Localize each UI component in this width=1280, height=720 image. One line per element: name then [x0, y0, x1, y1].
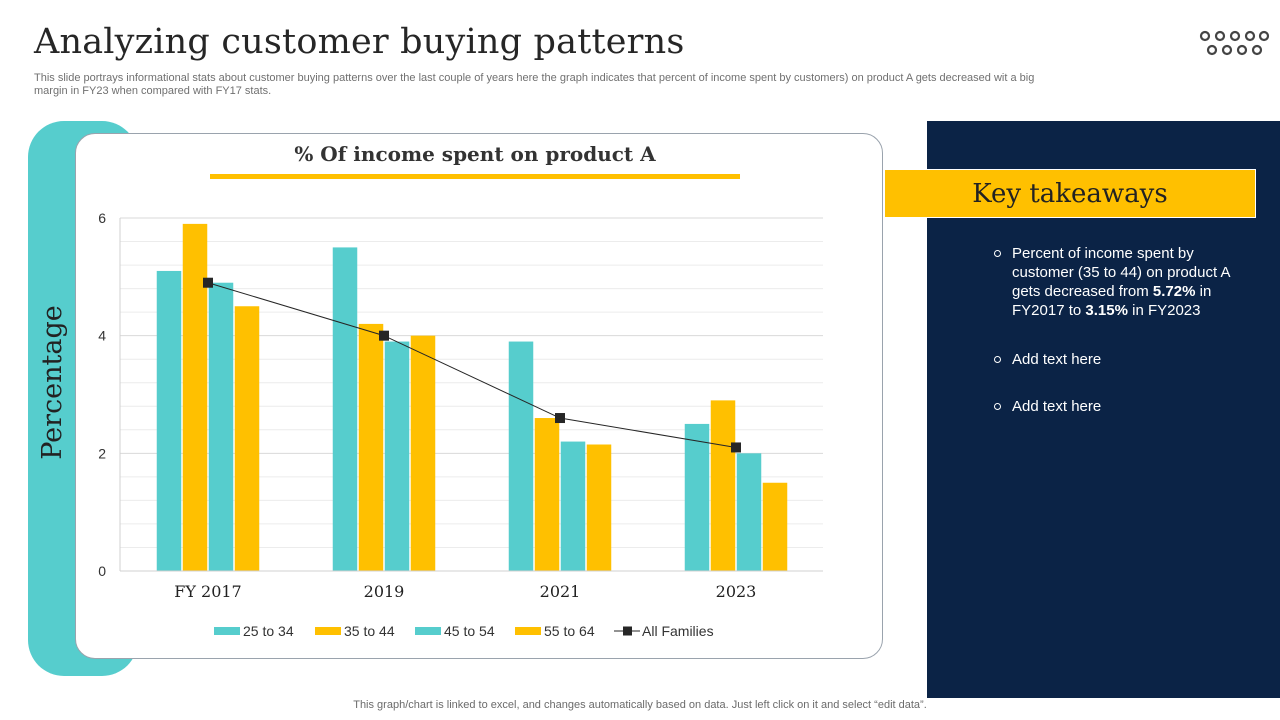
bar-25-to-34: [508, 341, 534, 571]
y-tick-label: 4: [98, 328, 106, 344]
line-point-all-families: [731, 442, 741, 453]
bar-35-to-44: [710, 400, 736, 571]
legend-swatch: [315, 627, 341, 635]
bar-45-to-54: [384, 341, 410, 571]
y-tick-label: 2: [98, 445, 106, 461]
takeaway-text: Percent of income spent by customer (35 …: [1012, 245, 1230, 300]
line-point-all-families: [379, 330, 389, 341]
legend-label: 45 to 54: [444, 623, 495, 639]
footer-note: This graph/chart is linked to excel, and…: [353, 699, 927, 711]
bar-55-to-64: [410, 335, 436, 571]
legend-label: 25 to 34: [243, 623, 294, 639]
legend-marker: [623, 626, 632, 636]
bar-55-to-64: [234, 306, 260, 571]
key-takeaways-header: Key takeaways: [884, 169, 1256, 218]
takeaways-list: Percent of income spent by customer (35 …: [992, 244, 1254, 416]
line-point-all-families: [203, 277, 213, 288]
takeaway-text: Add text here: [1012, 398, 1102, 415]
page-title: Analyzing customer buying patterns: [34, 22, 685, 62]
dots-logo-icon: [1199, 30, 1270, 56]
takeaway-value-end: 3.15%: [1085, 302, 1128, 319]
bar-25-to-34: [684, 423, 710, 571]
key-takeaways-title: Key takeaways: [972, 178, 1168, 209]
takeaway-text: Add text here: [1012, 351, 1102, 368]
legend-label: 35 to 44: [344, 623, 395, 639]
bullet-circle-icon: [994, 250, 1001, 257]
legend-label: All Families: [642, 623, 714, 639]
line-point-all-families: [555, 413, 565, 424]
legend-swatch: [515, 627, 541, 635]
bar-35-to-44: [358, 323, 384, 571]
bar-45-to-54: [208, 282, 234, 571]
bar-55-to-64: [762, 482, 788, 571]
x-tick-label: 2019: [364, 582, 405, 601]
bar-45-to-54: [560, 441, 586, 571]
x-tick-label: 2021: [540, 582, 581, 601]
bar-35-to-44: [182, 223, 208, 571]
takeaway-value-start: 5.72%: [1152, 283, 1196, 300]
bar-35-to-44: [534, 418, 560, 571]
legend-swatch: [415, 627, 441, 635]
takeaway-item: Add text here: [992, 350, 1254, 369]
x-tick-label: FY 2017: [174, 582, 241, 601]
bullet-circle-icon: [994, 403, 1001, 410]
y-tick-label: 0: [98, 563, 106, 579]
line-all-families: [207, 282, 737, 448]
y-tick-label: 6: [98, 210, 106, 226]
x-tick-label: 2023: [716, 582, 757, 601]
takeaway-item: Percent of income spent by customer (35 …: [992, 244, 1254, 320]
takeaway-text: in FY2017 to: [1012, 283, 1212, 319]
legend-swatch: [214, 627, 240, 635]
bar-45-to-54: [736, 453, 762, 571]
takeaway-text: in FY2023: [1127, 302, 1201, 319]
legend-label: 55 to 64: [544, 623, 595, 639]
chart-title: % Of income spent on product A: [294, 142, 656, 166]
takeaway-item: Add text here: [992, 397, 1254, 416]
bullet-circle-icon: [994, 356, 1001, 363]
bar-55-to-64: [586, 444, 612, 571]
chart-title-underline: [210, 174, 740, 179]
bar-25-to-34: [156, 270, 182, 571]
page-subtitle: This slide portrays informational stats …: [34, 72, 1035, 97]
bar-25-to-34: [332, 247, 358, 571]
